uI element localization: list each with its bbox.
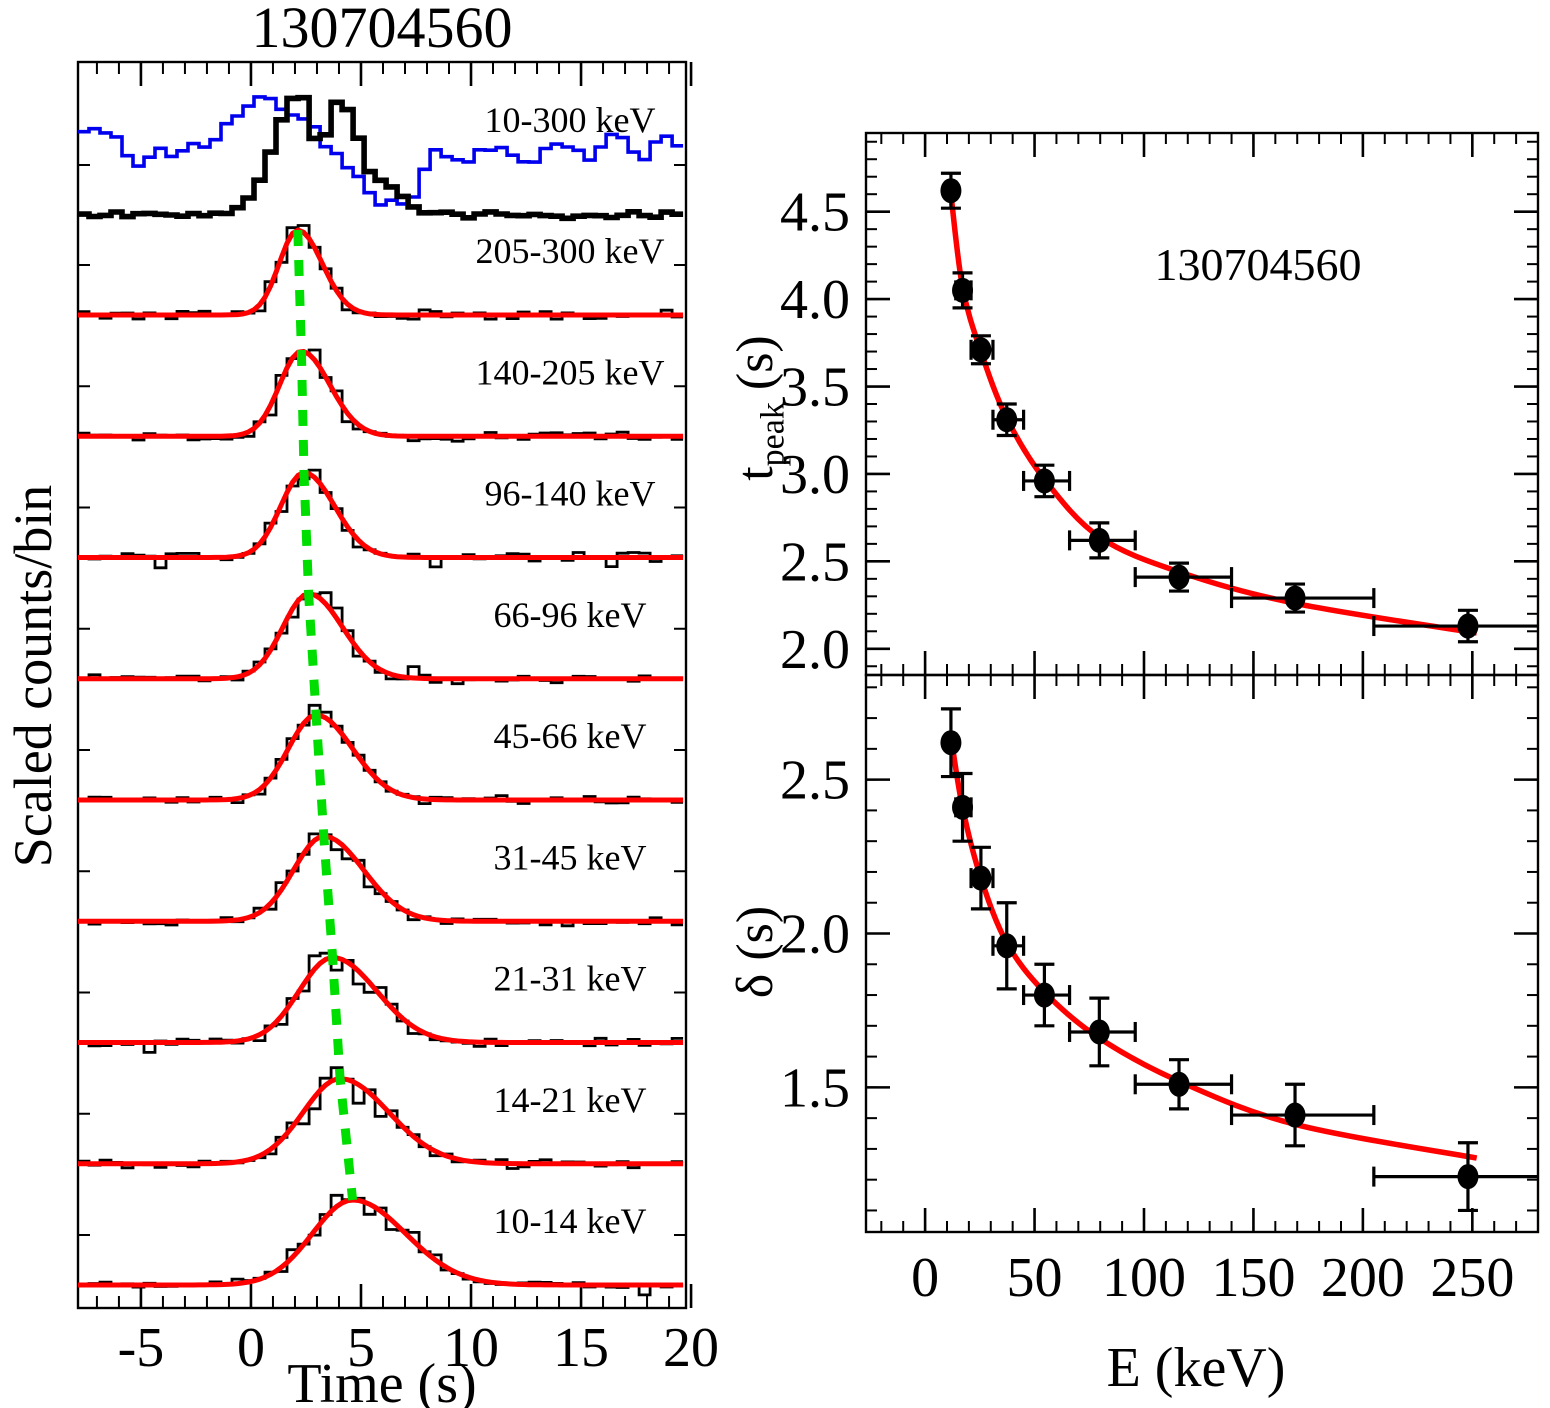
lightcurve-x-axis-label: Time (s) bbox=[287, 1353, 477, 1408]
scatter-panel-frame bbox=[864, 131, 1540, 677]
data-point bbox=[970, 865, 992, 891]
band-label: 205-300 keV bbox=[476, 231, 665, 271]
x-tick-label: 150 bbox=[1211, 1247, 1295, 1309]
y-tick-label: 2.0 bbox=[780, 903, 850, 965]
data-point bbox=[996, 407, 1018, 433]
x-tick-label: 20 bbox=[663, 1317, 719, 1379]
band-label: 66-96 keV bbox=[494, 595, 647, 635]
y-tick-label: 2.0 bbox=[780, 619, 850, 681]
y-tick-label: 4.0 bbox=[780, 269, 850, 331]
band-label: 45-66 keV bbox=[494, 716, 647, 756]
band-fit-curve bbox=[78, 469, 684, 560]
band-label: 10-14 keV bbox=[494, 1201, 647, 1241]
band-fit-curve bbox=[78, 833, 684, 924]
x-tick-label: 15 bbox=[553, 1317, 609, 1379]
data-point bbox=[1457, 1164, 1479, 1190]
energy-x-axis-label: E (keV) bbox=[1106, 1337, 1286, 1399]
x-tick-label: 0 bbox=[911, 1247, 939, 1309]
y-tick-label: 1.5 bbox=[780, 1057, 850, 1119]
data-point bbox=[1284, 1102, 1306, 1128]
tpeak-subscript: peak bbox=[754, 402, 792, 467]
x-tick-label: 100 bbox=[1102, 1247, 1186, 1309]
tpeak-unit: (s) bbox=[727, 335, 784, 391]
band-fit-curve bbox=[78, 1076, 684, 1167]
band-label: 96-140 keV bbox=[485, 474, 656, 514]
band-fit-curve bbox=[78, 591, 684, 682]
y-tick-label: 2.5 bbox=[780, 531, 850, 593]
data-point bbox=[1284, 585, 1306, 611]
scatter-fit-curve bbox=[948, 736, 1478, 1161]
grb-id-annotation: 130704560 bbox=[1154, 239, 1362, 290]
y-tick-label: 3.0 bbox=[780, 444, 850, 506]
x-tick-label: -5 bbox=[118, 1317, 165, 1379]
x-tick-label: 250 bbox=[1430, 1247, 1514, 1309]
data-point bbox=[952, 794, 974, 820]
data-point bbox=[1168, 1071, 1190, 1097]
data-point bbox=[970, 337, 992, 363]
x-tick-label: 5 bbox=[347, 1317, 375, 1379]
data-point bbox=[1033, 468, 1055, 494]
band-label: 10-300 keV bbox=[485, 100, 656, 140]
band-label: 21-31 keV bbox=[494, 959, 647, 999]
x-tick-label: 50 bbox=[1007, 1247, 1063, 1309]
y-tick-label: 3.5 bbox=[780, 357, 850, 419]
data-point bbox=[1168, 564, 1190, 590]
peak-drift-dashed-line bbox=[293, 229, 358, 1201]
total-band-histogram bbox=[78, 94, 684, 222]
x-tick-label: 0 bbox=[237, 1317, 265, 1379]
data-point bbox=[1033, 982, 1055, 1008]
delta-y-axis-label: δ (s) bbox=[727, 905, 784, 999]
total-band-secondary-curve bbox=[78, 95, 684, 207]
scatter-panel-frame bbox=[864, 673, 1540, 1234]
lightcurve-y-axis-label: Scaled counts/bin bbox=[3, 484, 63, 868]
data-point bbox=[940, 178, 962, 204]
x-tick-label: 10 bbox=[443, 1317, 499, 1379]
band-fit-curve bbox=[78, 227, 684, 318]
tpeak-symbol: t bbox=[727, 466, 784, 481]
data-point bbox=[1088, 527, 1110, 553]
band-label: 31-45 keV bbox=[494, 837, 647, 877]
data-point bbox=[1088, 1019, 1110, 1045]
band-fit-curve bbox=[78, 348, 684, 439]
tpeak-y-axis-label: tpeak (s) bbox=[724, 208, 792, 608]
band-fit-curve bbox=[78, 1197, 684, 1288]
y-tick-label: 2.5 bbox=[780, 750, 850, 812]
y-tick-label: 4.5 bbox=[780, 182, 850, 244]
data-point bbox=[996, 933, 1018, 959]
page-title: 130704560 bbox=[251, 0, 513, 60]
band-fit-curve bbox=[78, 712, 684, 803]
data-point bbox=[952, 277, 974, 303]
band-label: 14-21 keV bbox=[494, 1080, 647, 1120]
band-label: 140-205 keV bbox=[476, 352, 665, 392]
data-point bbox=[1457, 613, 1479, 639]
band-fit-curve bbox=[78, 955, 684, 1045]
x-tick-label: 200 bbox=[1321, 1247, 1405, 1309]
data-point bbox=[940, 730, 962, 756]
